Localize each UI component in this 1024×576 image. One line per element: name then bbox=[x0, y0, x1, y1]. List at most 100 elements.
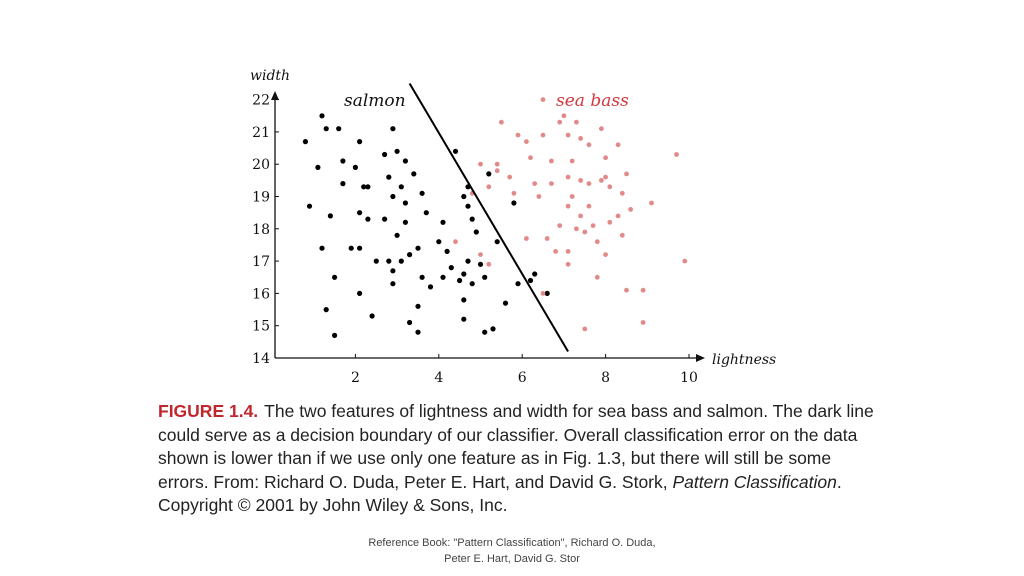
point-sea-bass bbox=[590, 223, 596, 229]
point-salmon bbox=[357, 245, 363, 251]
point-salmon bbox=[319, 113, 325, 119]
point-sea-bass bbox=[603, 155, 608, 161]
point-sea-bass bbox=[682, 258, 688, 264]
point-salmon bbox=[390, 193, 396, 200]
point-sea-bass bbox=[478, 252, 483, 257]
point-salmon bbox=[486, 171, 492, 177]
point-sea-bass bbox=[561, 113, 567, 119]
x-tick-label: 2 bbox=[351, 370, 360, 386]
point-salmon bbox=[427, 284, 434, 290]
point-salmon bbox=[390, 268, 396, 274]
point-sea-bass bbox=[532, 181, 538, 187]
y-tick-label: 17 bbox=[252, 254, 270, 270]
point-sea-bass bbox=[574, 226, 579, 232]
point-salmon bbox=[482, 329, 488, 335]
point-salmon bbox=[402, 219, 408, 225]
point-sea-bass bbox=[557, 223, 563, 229]
legend-salmon-label: salmon bbox=[344, 91, 406, 111]
point-sea-bass bbox=[649, 200, 654, 206]
y-tick-label: 22 bbox=[252, 93, 270, 109]
point-sea-bass bbox=[557, 119, 563, 125]
point-salmon bbox=[411, 171, 417, 177]
point-sea-bass bbox=[540, 132, 546, 138]
point-salmon bbox=[436, 239, 442, 245]
point-sea-bass bbox=[586, 142, 592, 148]
point-salmon bbox=[511, 200, 517, 206]
point-sea-bass bbox=[640, 287, 646, 293]
caption-text: The two features of lightness and width … bbox=[158, 401, 874, 492]
point-salmon bbox=[419, 274, 425, 280]
point-sea-bass bbox=[615, 142, 621, 148]
point-sea-bass bbox=[628, 207, 633, 212]
point-sea-bass bbox=[565, 174, 571, 180]
point-salmon bbox=[415, 329, 421, 335]
point-salmon bbox=[457, 277, 463, 284]
axes bbox=[271, 91, 705, 362]
point-sea-bass bbox=[478, 161, 483, 167]
point-sea-bass bbox=[494, 168, 500, 174]
point-salmon bbox=[306, 203, 313, 209]
point-salmon bbox=[527, 277, 534, 284]
y-tick-label: 21 bbox=[252, 125, 270, 141]
point-salmon bbox=[448, 265, 454, 271]
y-tick-label: 19 bbox=[252, 190, 270, 206]
point-salmon bbox=[407, 319, 413, 326]
point-salmon bbox=[440, 274, 446, 280]
reference-line-1: Reference Book: "Pattern Classification"… bbox=[368, 537, 656, 549]
point-salmon bbox=[444, 248, 450, 254]
point-sea-bass bbox=[565, 249, 571, 254]
point-sea-bass bbox=[607, 219, 613, 225]
point-salmon bbox=[469, 281, 475, 287]
point-sea-bass bbox=[674, 152, 679, 157]
point-salmon bbox=[315, 164, 321, 170]
point-salmon bbox=[461, 316, 467, 322]
point-salmon bbox=[398, 258, 404, 264]
y-axis-label: width bbox=[250, 68, 290, 84]
point-salmon bbox=[461, 193, 467, 200]
figure-label: FIGURE 1.4. bbox=[158, 401, 259, 421]
point-sea-bass bbox=[624, 287, 629, 293]
point-salmon bbox=[398, 184, 404, 190]
point-sea-bass bbox=[544, 236, 550, 241]
figure-caption: FIGURE 1.4. The two features of lightness… bbox=[158, 400, 878, 518]
point-sea-bass bbox=[582, 229, 588, 235]
point-salmon bbox=[332, 332, 338, 338]
point-salmon bbox=[477, 261, 484, 267]
x-tick-label: 6 bbox=[518, 370, 527, 386]
y-tick-label: 16 bbox=[252, 286, 270, 302]
point-salmon bbox=[490, 326, 496, 332]
point-sea-bass bbox=[578, 178, 583, 183]
scatter-chart: 2 4 6 8 10 14 15 16 17 18 19 20 21 22 width lightness… bbox=[250, 68, 776, 386]
point-sea-bass bbox=[553, 249, 558, 254]
point-sea-bass bbox=[569, 194, 575, 199]
point-salmon bbox=[502, 300, 509, 306]
point-sea-bass bbox=[565, 261, 571, 267]
point-sea-bass bbox=[619, 190, 625, 196]
point-salmon bbox=[361, 184, 367, 190]
point-sea-bass bbox=[578, 136, 583, 141]
point-salmon bbox=[415, 303, 421, 309]
point-salmon bbox=[465, 203, 471, 209]
point-salmon bbox=[532, 271, 538, 277]
point-sea-bass bbox=[586, 181, 592, 187]
point-sea-bass bbox=[515, 132, 521, 138]
point-salmon bbox=[544, 290, 550, 296]
y-axis-arrow bbox=[271, 91, 279, 100]
point-sea-bass bbox=[615, 213, 621, 219]
point-salmon bbox=[452, 148, 459, 154]
point-salmon bbox=[465, 258, 471, 264]
point-salmon bbox=[394, 148, 400, 154]
y-tick-label: 18 bbox=[252, 222, 270, 238]
caption-book-title: Pattern Classification bbox=[672, 471, 837, 492]
point-sea-bass bbox=[586, 203, 592, 209]
point-salmon bbox=[302, 139, 308, 145]
point-sea-bass bbox=[486, 261, 492, 267]
point-salmon bbox=[394, 232, 400, 238]
point-sea-bass bbox=[599, 178, 604, 183]
point-salmon bbox=[336, 126, 342, 132]
point-salmon bbox=[386, 258, 392, 264]
point-sea-bass bbox=[540, 97, 546, 102]
point-salmon bbox=[469, 216, 475, 222]
reference-line-2: Peter E. Hart, David G. Stor bbox=[444, 553, 580, 565]
point-sea-bass bbox=[524, 139, 529, 145]
